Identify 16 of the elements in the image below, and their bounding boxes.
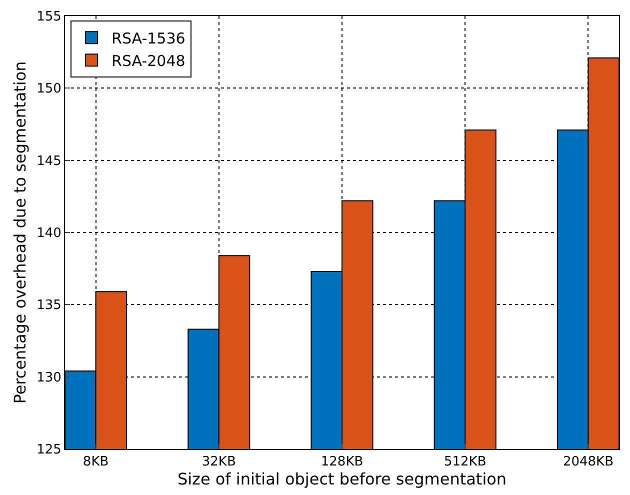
x-tick-label: 8KB: [82, 454, 109, 470]
x-axis-title: Size of initial object before segmentation: [177, 470, 507, 489]
legend-label: RSA-1536: [112, 29, 186, 48]
y-tick-label: 140: [36, 226, 62, 242]
x-tick-label: 32KB: [202, 454, 236, 470]
y-tick-label: 125: [36, 442, 62, 458]
x-tick-label: 128KB: [320, 454, 364, 470]
x-tick-label: 2048KB: [562, 454, 614, 470]
y-tick-label: 150: [36, 82, 62, 97]
y-tick-label: 145: [36, 154, 62, 169]
x-tick-label: 512KB: [444, 454, 486, 470]
legend-label: RSA-2048: [112, 52, 186, 70]
y-axis-title: Percentage overhead due to segmentation: [10, 61, 30, 404]
y-tick-label: 130: [36, 370, 62, 386]
y-tick-label: 135: [36, 298, 62, 314]
y-tick-label: 155: [36, 10, 62, 25]
